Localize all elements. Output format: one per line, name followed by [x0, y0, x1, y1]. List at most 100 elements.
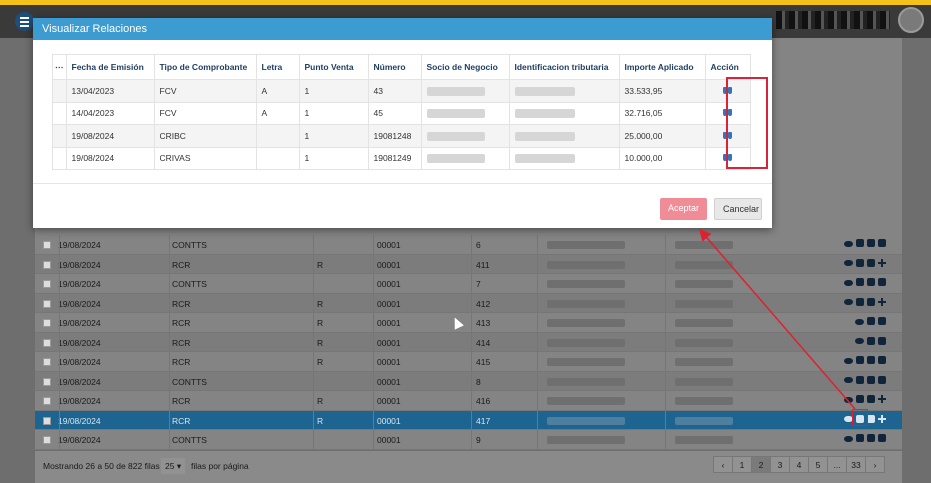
grid-row[interactable]: 19/08/2024 RCR R 00001 413: [35, 313, 902, 333]
column-divider: [59, 293, 60, 313]
print-icon[interactable]: [867, 317, 875, 325]
eye-icon[interactable]: [844, 357, 853, 364]
page-button[interactable]: 5: [808, 456, 828, 473]
card-icon[interactable]: [856, 356, 864, 364]
plus-icon[interactable]: [878, 414, 886, 423]
card-icon[interactable]: [856, 239, 864, 247]
cell-numero: 19081248: [367, 124, 422, 148]
edit-icon[interactable]: [856, 297, 864, 306]
book-icon[interactable]: [878, 239, 886, 247]
row-checkbox[interactable]: [43, 397, 51, 405]
row-actions: [844, 434, 886, 442]
eye-icon[interactable]: [844, 299, 853, 305]
binoculars-icon[interactable]: [722, 86, 733, 94]
col-fecha[interactable]: Fecha de Emisión: [65, 54, 155, 80]
print-icon[interactable]: [867, 356, 875, 364]
page-button[interactable]: 3: [770, 456, 790, 473]
accept-button[interactable]: Aceptar: [660, 198, 707, 220]
page-size-select[interactable]: 25 ▾: [161, 458, 186, 474]
book-icon[interactable]: [878, 356, 886, 364]
col-importe[interactable]: Importe Aplicado: [618, 54, 706, 80]
grid-row[interactable]: 19/08/2024 CONTTS 00001 6: [35, 235, 902, 255]
cell-importe: 33.533,95: [618, 79, 706, 103]
plus-icon[interactable]: [878, 258, 886, 267]
book-icon[interactable]: [878, 336, 886, 345]
grid-row[interactable]: 19/08/2024 CONTTS 00001 9: [35, 430, 902, 450]
binoculars-icon[interactable]: [722, 108, 733, 117]
binoculars-icon[interactable]: [722, 131, 733, 139]
page-button[interactable]: 4: [789, 456, 809, 473]
print-icon[interactable]: [867, 336, 875, 345]
column-menu-icon[interactable]: ⋯: [52, 54, 67, 80]
row-checkbox[interactable]: [43, 319, 51, 327]
page-button[interactable]: 2: [751, 456, 771, 473]
row-checkbox[interactable]: [43, 280, 51, 288]
prev-page-button[interactable]: ‹: [713, 456, 733, 473]
grid-row[interactable]: 19/08/2024 CONTTS 00001 7: [35, 274, 902, 294]
hamburger-icon[interactable]: [15, 12, 34, 31]
plus-icon[interactable]: [878, 395, 886, 403]
print-icon[interactable]: [867, 239, 875, 247]
col-letra[interactable]: Letra: [255, 54, 300, 80]
page-button[interactable]: 1: [732, 456, 752, 473]
eye-icon[interactable]: [844, 240, 853, 247]
grid-cell-tipo: RCR: [172, 298, 191, 309]
row-checkbox[interactable]: [43, 299, 51, 308]
redacted-socio: [547, 436, 625, 444]
eye-icon[interactable]: [844, 279, 853, 286]
page-button[interactable]: ...: [827, 456, 847, 473]
col-socio[interactable]: Socio de Negocio: [420, 54, 510, 80]
row-checkbox[interactable]: [43, 377, 51, 386]
edit-icon[interactable]: [856, 258, 864, 267]
grid-cell-fecha: 19/08/2024: [58, 396, 101, 406]
col-tipo[interactable]: Tipo de Comprobante: [153, 54, 257, 80]
eye-icon[interactable]: [844, 435, 853, 442]
eye-icon[interactable]: [844, 260, 853, 266]
eye-icon[interactable]: [855, 338, 864, 344]
card-icon[interactable]: [867, 414, 875, 423]
card-icon[interactable]: [856, 278, 864, 286]
eye-icon[interactable]: [855, 318, 864, 325]
grid-row[interactable]: 19/08/2024 RCR R 00001 411: [35, 254, 902, 274]
print-icon[interactable]: [867, 434, 875, 442]
book-icon[interactable]: [878, 317, 886, 325]
page-button[interactable]: 33: [846, 456, 866, 473]
print-icon[interactable]: [867, 278, 875, 286]
grid-row[interactable]: 19/08/2024 CONTTS 00001 8: [35, 371, 902, 391]
plus-icon[interactable]: [878, 297, 886, 306]
col-identificacion[interactable]: Identificacion tributaria: [508, 54, 620, 80]
edit-icon[interactable]: [856, 395, 864, 403]
card-icon[interactable]: [856, 434, 864, 442]
binoculars-icon[interactable]: [722, 153, 733, 162]
book-icon[interactable]: [878, 434, 886, 442]
grid-row-selected[interactable]: 19/08/2024 RCR R 00001 417: [35, 410, 902, 430]
eye-icon[interactable]: [844, 377, 853, 383]
row-checkbox[interactable]: [43, 260, 51, 269]
row-checkbox[interactable]: [43, 338, 51, 347]
grid-row[interactable]: 19/08/2024 RCR R 00001 416: [35, 391, 902, 411]
print-icon[interactable]: [867, 375, 875, 384]
column-divider: [169, 391, 170, 411]
col-punto[interactable]: Punto Venta: [298, 54, 369, 80]
cancel-button[interactable]: Cancelar: [714, 198, 762, 220]
grid-cell-numero: 413: [476, 318, 491, 328]
next-page-button[interactable]: ›: [865, 456, 885, 473]
book-icon[interactable]: [878, 375, 886, 384]
edit-icon[interactable]: [856, 414, 864, 423]
card-icon[interactable]: [867, 297, 875, 306]
grid-row[interactable]: 19/08/2024 RCR R 00001 415: [35, 352, 902, 372]
row-checkbox[interactable]: [43, 416, 51, 425]
card-icon[interactable]: [867, 395, 875, 403]
row-checkbox[interactable]: [43, 358, 51, 366]
card-icon[interactable]: [867, 258, 875, 267]
book-icon[interactable]: [878, 278, 886, 286]
grid-row[interactable]: 19/08/2024 RCR R 00001 412: [35, 293, 902, 313]
row-checkbox[interactable]: [43, 241, 51, 249]
card-icon[interactable]: [856, 375, 864, 384]
eye-icon[interactable]: [844, 416, 853, 422]
row-checkbox[interactable]: [43, 436, 51, 444]
user-avatar-icon[interactable]: [898, 7, 924, 33]
eye-icon[interactable]: [844, 396, 853, 403]
grid-row[interactable]: 19/08/2024 RCR R 00001 414: [35, 332, 902, 352]
col-numero[interactable]: Número: [367, 54, 422, 80]
